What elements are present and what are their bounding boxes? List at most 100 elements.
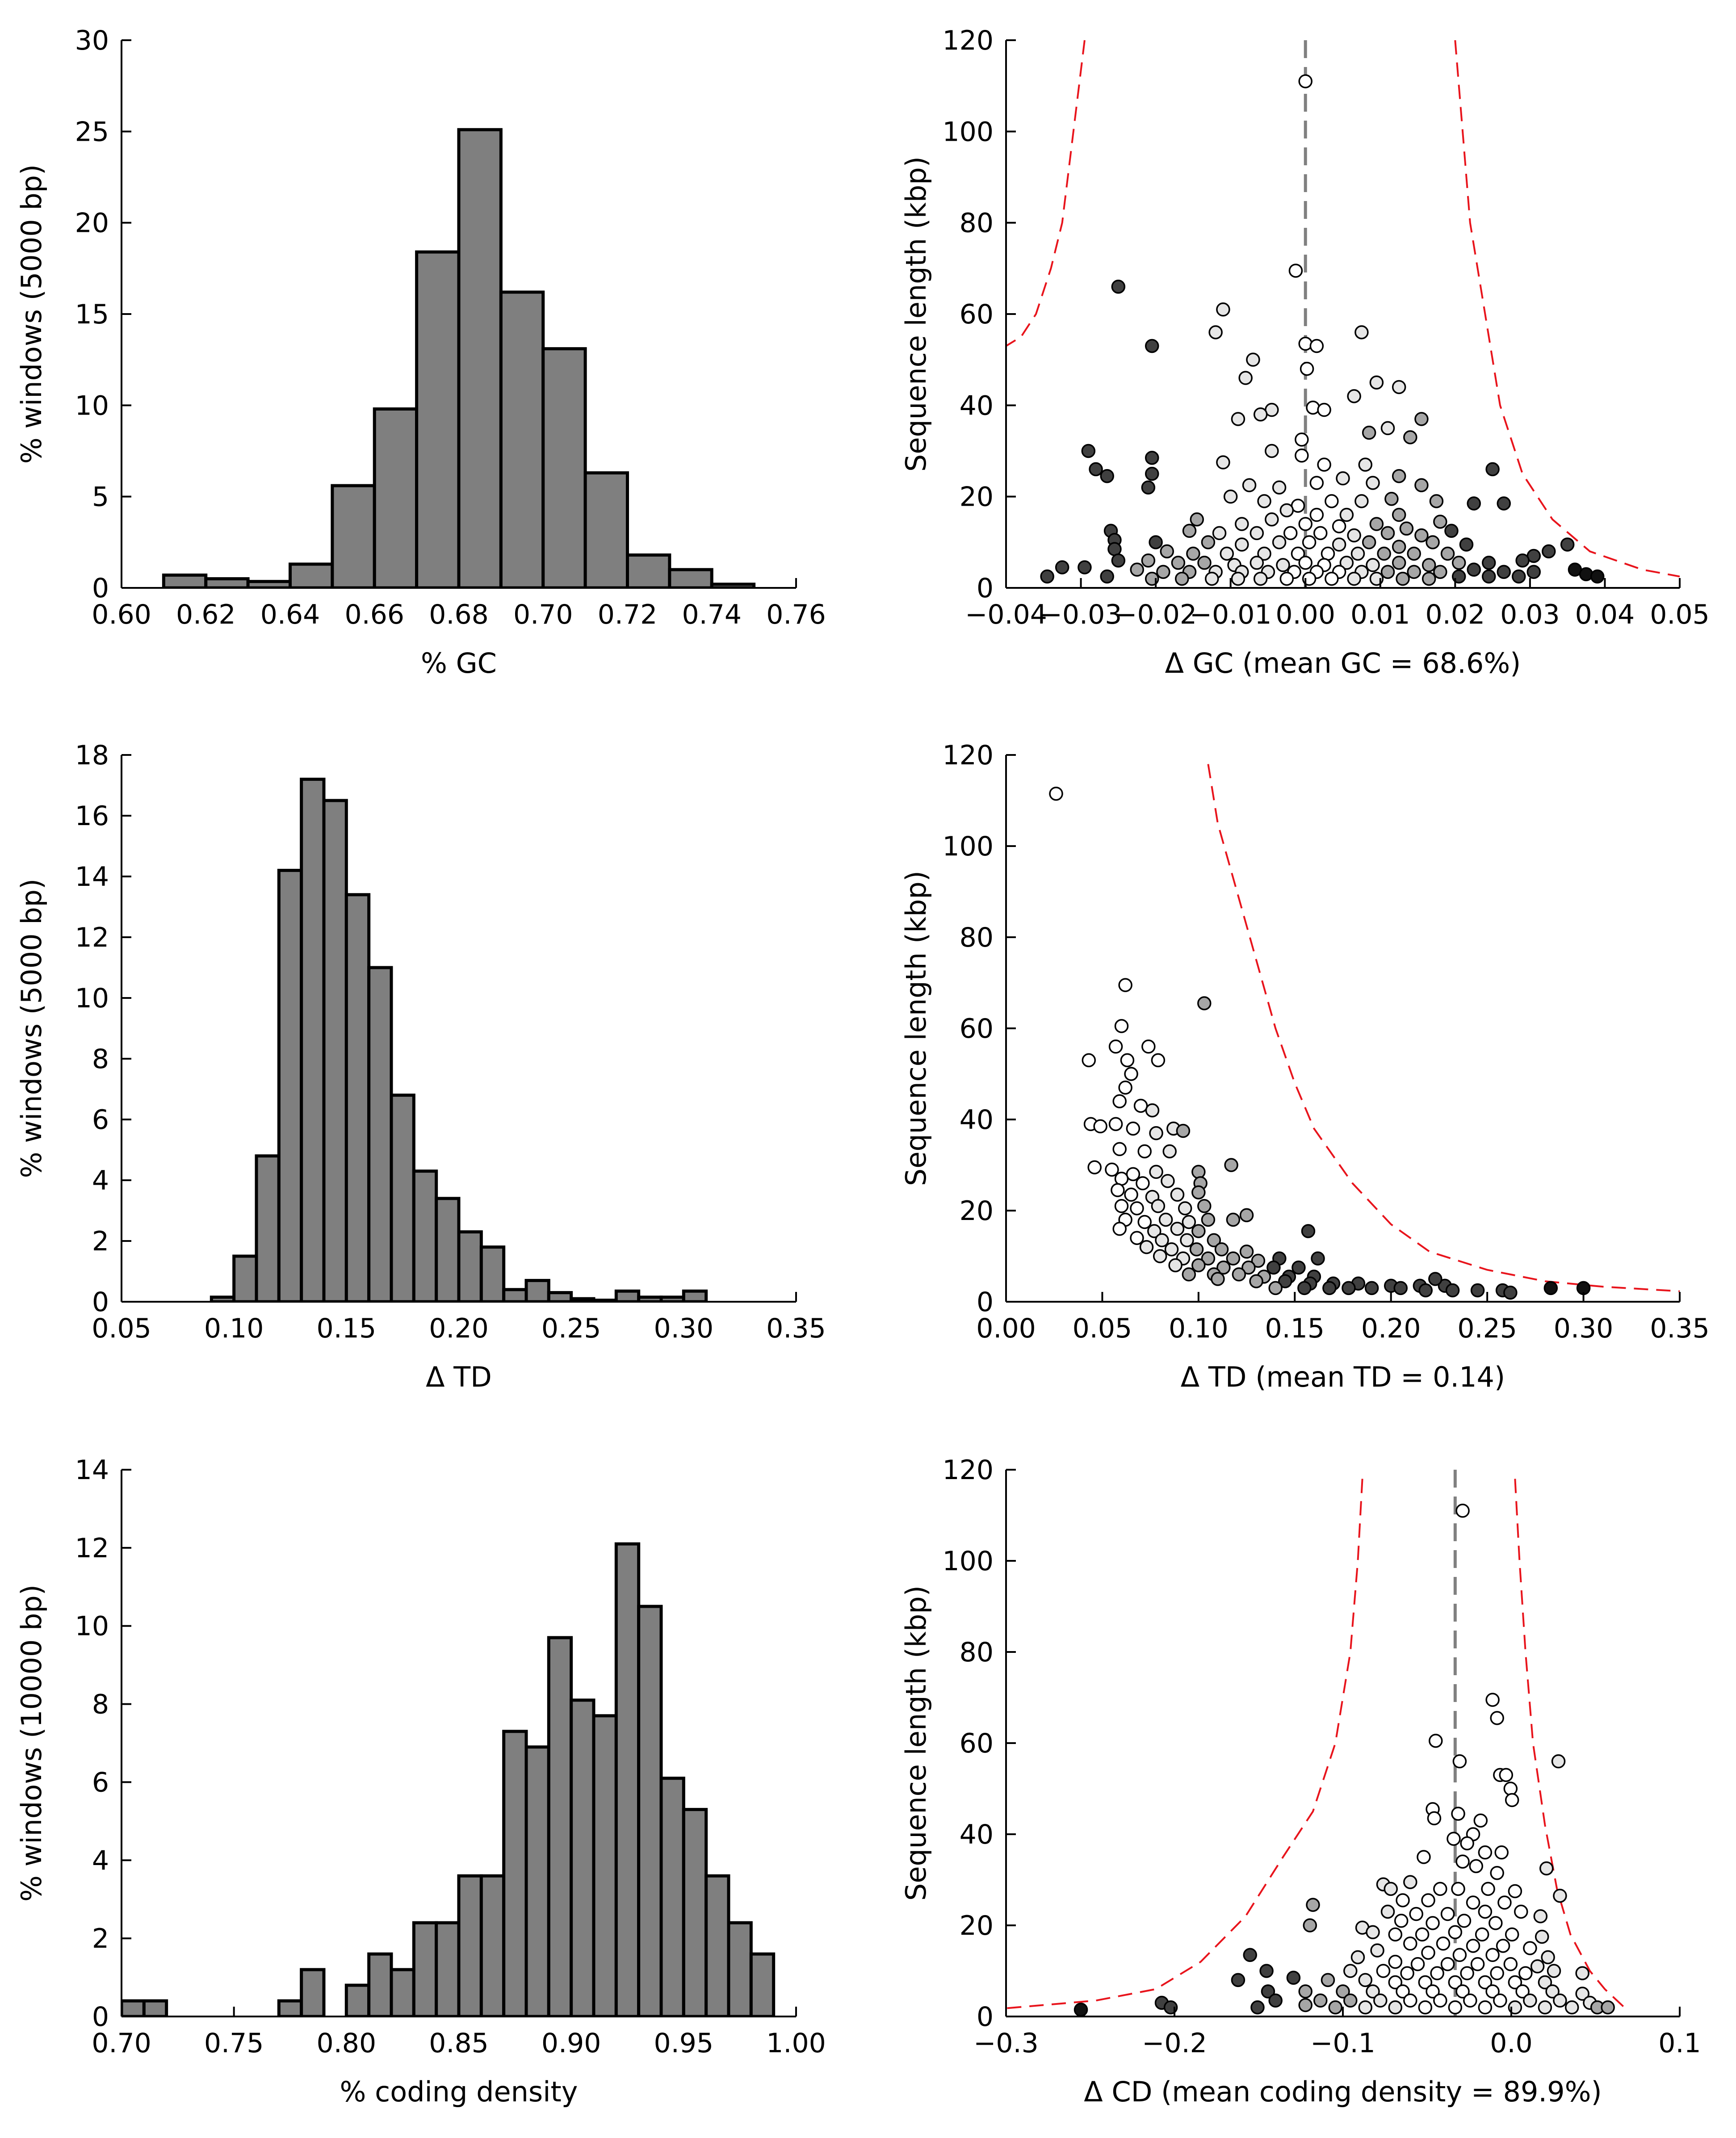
scatter-point bbox=[1141, 553, 1156, 568]
scatter-point bbox=[1266, 1260, 1281, 1275]
x-tick-label: 0.76 bbox=[766, 599, 826, 630]
x-tick-label: 0.30 bbox=[654, 1313, 714, 1344]
scatter-point bbox=[1497, 565, 1511, 579]
scatter-point bbox=[1141, 480, 1156, 495]
scatter-point bbox=[1535, 1929, 1549, 1944]
y-tick-label: 100 bbox=[942, 116, 994, 147]
scatter-point bbox=[1309, 507, 1324, 522]
scatter-point bbox=[1286, 1970, 1301, 1985]
scatter-point bbox=[1460, 1966, 1474, 1980]
scatter-point bbox=[1207, 1233, 1221, 1248]
scatter-point bbox=[1278, 1274, 1292, 1288]
x-tick-label: 0.35 bbox=[766, 1313, 826, 1344]
histogram-bar bbox=[289, 562, 334, 589]
y-tick-label: 18 bbox=[75, 740, 109, 771]
scatter-point bbox=[1049, 786, 1063, 801]
plot-area bbox=[1006, 1470, 1625, 2017]
scatter-point bbox=[1161, 1174, 1175, 1188]
scatter-point bbox=[1354, 494, 1369, 508]
scatter-point bbox=[1400, 1966, 1414, 1980]
y-tick-label: 120 bbox=[942, 25, 994, 56]
histogram-bar bbox=[344, 893, 371, 1303]
scatter-point bbox=[1297, 1281, 1312, 1295]
scatter-point bbox=[1380, 1904, 1395, 1919]
scatter-point bbox=[1388, 1975, 1403, 1990]
scatter-point bbox=[1523, 1941, 1537, 1955]
x-tick-label: −0.1 bbox=[1310, 2028, 1375, 2059]
scatter-point bbox=[1418, 1975, 1433, 1990]
scatter-point bbox=[1433, 565, 1447, 579]
scatter-point bbox=[1366, 558, 1380, 572]
scatter-point bbox=[1350, 1950, 1365, 1965]
scatter-point bbox=[1107, 542, 1122, 556]
scatter-point bbox=[1114, 1019, 1129, 1033]
scatter-point bbox=[1253, 571, 1268, 586]
histogram-bar bbox=[415, 250, 461, 589]
scatter-point bbox=[1100, 469, 1114, 483]
scatter-point bbox=[1545, 1984, 1560, 1999]
scatter-point bbox=[1151, 1053, 1166, 1068]
y-tick-label: 20 bbox=[960, 1195, 994, 1227]
scatter-point bbox=[1162, 1144, 1177, 1159]
y-axis-label: Sequence length (kbp) bbox=[900, 871, 932, 1186]
scatter-point bbox=[1111, 279, 1126, 294]
scatter-point bbox=[1295, 432, 1309, 447]
scatter-point bbox=[1343, 1993, 1358, 2008]
scatter-point bbox=[1481, 1882, 1495, 1896]
scatter-point bbox=[1153, 1249, 1167, 1263]
x-tick-label: 0.05 bbox=[92, 1313, 151, 1344]
scatter-point bbox=[1149, 535, 1163, 549]
y-tick-label: 0 bbox=[977, 573, 994, 604]
scatter-point bbox=[1478, 1975, 1493, 1990]
scatter-point bbox=[1388, 2000, 1403, 2015]
scatter-point bbox=[1238, 371, 1253, 385]
scatter-point bbox=[1579, 567, 1593, 582]
scatter-point bbox=[1283, 526, 1298, 541]
scatter-point bbox=[1170, 1187, 1185, 1202]
histogram-bar bbox=[479, 1874, 506, 2017]
scatter-point bbox=[1380, 421, 1395, 436]
x-tick-label: 0.62 bbox=[176, 599, 236, 630]
scatter-point bbox=[1182, 1267, 1196, 1282]
scatter-point bbox=[1191, 1224, 1206, 1238]
scatter-point bbox=[1384, 492, 1399, 506]
scatter-point bbox=[1369, 375, 1384, 390]
scatter-point bbox=[1342, 1281, 1356, 1295]
x-tick-label: −0.03 bbox=[1040, 599, 1122, 630]
scatter-point bbox=[1377, 546, 1391, 561]
scatter-point bbox=[1186, 546, 1200, 561]
scatter-point bbox=[1503, 1782, 1518, 1796]
y-tick-label: 40 bbox=[960, 390, 994, 421]
scatter-point bbox=[1499, 1768, 1514, 1782]
x-tick-label: 0.10 bbox=[204, 1313, 264, 1344]
histogram-bar bbox=[524, 1745, 550, 2017]
scatter-point bbox=[1126, 1167, 1141, 1182]
y-tick-label: 30 bbox=[75, 25, 109, 56]
plot-area bbox=[210, 777, 708, 1303]
scatter-point bbox=[1336, 1984, 1350, 1999]
y-tick-label: 0 bbox=[977, 1287, 994, 1318]
scatter-point bbox=[1392, 380, 1406, 394]
scatter-point bbox=[1551, 1754, 1566, 1769]
y-tick-label: 10 bbox=[75, 983, 109, 1014]
scatter-point bbox=[1407, 546, 1421, 561]
scatter-point bbox=[1178, 1201, 1192, 1216]
scatter-point bbox=[1358, 2000, 1373, 2015]
x-tick-label: 0.72 bbox=[598, 599, 658, 630]
histogram-bar bbox=[749, 1952, 776, 2017]
x-tick-label: 0.05 bbox=[1650, 599, 1710, 630]
scatter-point bbox=[1112, 1222, 1127, 1236]
scatter-point bbox=[1216, 1260, 1231, 1275]
y-tick-label: 60 bbox=[960, 299, 994, 330]
scatter-point bbox=[1497, 1895, 1512, 1910]
y-axis-label: % windows (5000 bp) bbox=[15, 879, 48, 1178]
td-histogram-panel: 0.05 0.10 0.15 0.20 0.25 0.30 0.35 0 2 4 6 8 10 12 14 1… bbox=[15, 740, 826, 1393]
y-tick-label: 16 bbox=[75, 801, 109, 832]
y-tick-label: 15 bbox=[75, 299, 109, 330]
scatter-point bbox=[1239, 1208, 1254, 1222]
scatter-point bbox=[1380, 526, 1395, 541]
scatter-point bbox=[1459, 537, 1474, 552]
histogram-bar bbox=[277, 868, 303, 1303]
scatter-point bbox=[1564, 2000, 1579, 2015]
scatter-point bbox=[1242, 478, 1257, 492]
